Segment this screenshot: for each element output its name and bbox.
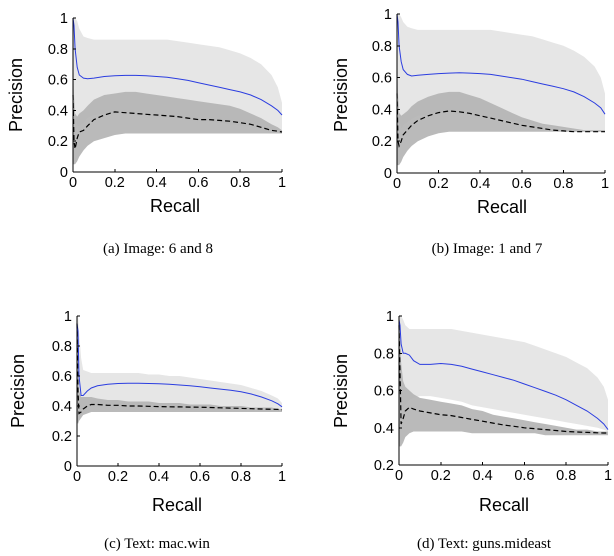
y-tick-label: 0.2 <box>52 429 72 445</box>
x-tick-label: 0.2 <box>108 469 128 485</box>
x-tick-label: 0.4 <box>473 468 493 484</box>
y-tick-label: 0.4 <box>374 421 394 437</box>
dashed-series-band <box>73 48 282 165</box>
x-tick-label: 0.8 <box>230 175 250 191</box>
y-tick-label: 0.6 <box>374 384 394 400</box>
x-tick-label: 0 <box>73 469 81 485</box>
panel-caption: (a) Image: 6 and 8 <box>103 241 213 257</box>
y-tick-label: 0.4 <box>372 102 392 118</box>
black-dashed-series-line <box>396 93 605 148</box>
chart-panel-3: 0 0.2 0.4 0.6 0.8 1 0 0.2 0.4 0.6 0.8 1 Recall Precis… <box>8 309 286 552</box>
blue-solid-series-line <box>396 13 606 115</box>
panel-caption: (d) Text: guns.mideast <box>417 536 552 552</box>
x-axis-title: Recall <box>479 495 529 515</box>
dashed-series-band <box>77 316 282 424</box>
chart-panel-4: 0 0.2 0.4 0.6 0.8 10.20.40.60.81RecallPrecisi… <box>331 309 612 552</box>
y-tick-label: 0.2 <box>374 458 394 474</box>
y-axis-title: Precision <box>8 354 28 428</box>
y-tick-label: 0.4 <box>48 103 68 119</box>
x-tick-label: 1 <box>604 468 612 484</box>
x-tick-label: 0.6 <box>190 469 210 485</box>
y-tick-label: 1 <box>60 11 68 27</box>
y-axis-title: Precision <box>331 58 351 132</box>
x-tick-label: 0.2 <box>429 176 449 192</box>
x-tick-label: 0.6 <box>514 468 534 484</box>
y-tick-label: 0.6 <box>48 73 68 89</box>
x-tick-label: 0.2 <box>105 175 125 191</box>
y-tick-label: 0 <box>384 166 392 182</box>
y-tick-label: 0.4 <box>52 399 72 415</box>
x-axis-title: Recall <box>152 495 202 515</box>
y-tick-label: 0.8 <box>372 39 392 55</box>
y-tick-label: 1 <box>64 309 72 325</box>
x-axis-title: Recall <box>150 196 200 216</box>
x-tick-label: 0.2 <box>431 468 451 484</box>
y-tick-label: 0.8 <box>374 346 394 362</box>
x-tick-label: 0 <box>395 468 403 484</box>
x-tick-label: 0 <box>393 176 401 192</box>
x-tick-label: 1 <box>278 175 286 191</box>
y-tick-label: 1 <box>386 309 394 325</box>
x-tick-label: 0.6 <box>188 175 208 191</box>
x-tick-label: 0.8 <box>231 469 251 485</box>
x-tick-label: 0.4 <box>149 469 169 485</box>
y-tick-label: 0.6 <box>372 71 392 87</box>
y-tick-label: 0 <box>60 165 68 181</box>
dashed-series-band <box>399 316 608 447</box>
blue-solid-series-line <box>76 323 283 408</box>
x-axis-title: Recall <box>477 197 527 217</box>
y-tick-label: 0.8 <box>52 339 72 355</box>
dashed-series-band <box>397 45 605 166</box>
blue-series-band <box>77 316 282 412</box>
x-tick-label: 1 <box>601 176 609 192</box>
x-tick-label: 0.8 <box>556 468 576 484</box>
y-tick-label: 0.8 <box>48 42 68 58</box>
blue-solid-series-line <box>72 17 283 116</box>
panel-caption: (c) Text: mac.win <box>104 536 210 552</box>
x-tick-label: 0 <box>69 175 77 191</box>
y-tick-label: 1 <box>384 7 392 23</box>
x-tick-label: 0.4 <box>470 176 490 192</box>
x-tick-label: 0.8 <box>553 176 573 192</box>
y-axis-title: Precision <box>6 58 26 132</box>
black-dashed-series-line <box>76 323 283 415</box>
panel-caption: (b) Image: 1 and 7 <box>432 241 543 257</box>
black-dashed-series-line <box>398 325 608 434</box>
y-tick-label: 0.2 <box>48 134 68 150</box>
y-tick-label: 0 <box>64 459 72 475</box>
x-tick-label: 0.4 <box>147 175 167 191</box>
chart-panel-1: 0 0.2 0.4 0.6 0.8 1 0 0.2 0.4 0.6 0.8 1 Recall Precis… <box>6 11 286 257</box>
blue-series-band <box>399 316 608 432</box>
chart-panel-2: 0 0.2 0.4 0.6 0.8 1 0 0.2 0.4 0.6 0.8 1 Recall Precis… <box>331 7 609 257</box>
blue-solid-series-line <box>398 319 609 430</box>
black-dashed-series-line <box>72 94 283 150</box>
x-tick-label: 0.6 <box>512 176 532 192</box>
y-tick-label: 0.2 <box>372 134 392 150</box>
x-tick-label: 1 <box>278 469 286 485</box>
y-axis-title: Precision <box>331 354 351 428</box>
y-tick-label: 0.6 <box>52 369 72 385</box>
